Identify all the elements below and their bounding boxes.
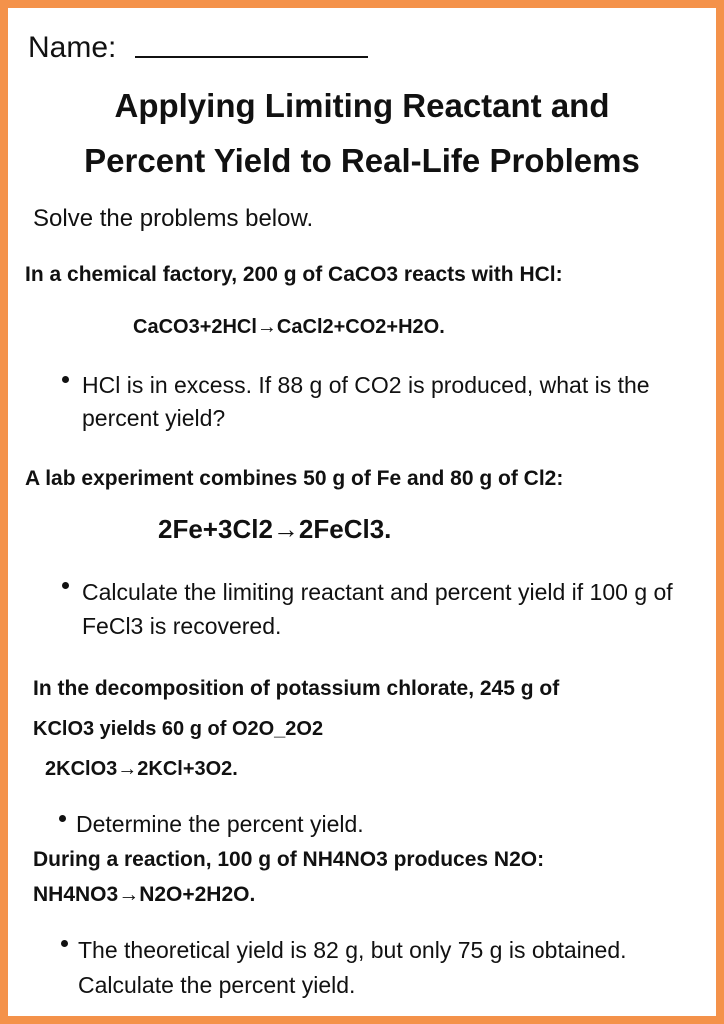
bullet-dot bbox=[61, 940, 68, 947]
title-line: Percent Yield to Real-Life Problems bbox=[84, 142, 640, 179]
bullet-text: The theoretical yield is 82 g, but only … bbox=[78, 937, 627, 998]
instruction: Solve the problems below. bbox=[33, 205, 314, 232]
bullet-dot bbox=[59, 815, 66, 822]
equation: 2KClO3→2KCl+3O2. bbox=[45, 758, 238, 780]
equation: 2Fe+3Cl2→2FeCl3. bbox=[158, 514, 392, 544]
bullet-dot bbox=[62, 582, 69, 589]
problem-statement: In a chemical factory, 200 g of CaCO3 re… bbox=[25, 263, 563, 286]
equation: NH4NO3→N2O+2H2O. bbox=[33, 883, 256, 906]
name-label: Name: bbox=[28, 31, 117, 64]
bullet-text: HCl is in excess. If 88 g of CO2 is prod… bbox=[82, 372, 650, 431]
name-line bbox=[135, 56, 368, 58]
bullet-text: Determine the percent yield. bbox=[76, 811, 364, 837]
equation: CaCO3+2HCl→CaCl2+CO2+H2O. bbox=[133, 316, 445, 338]
bullet-text: Calculate the limiting reactant and perc… bbox=[82, 579, 673, 639]
problem-statement: KClO3 yields 60 g of O2O_2O2 bbox=[33, 718, 324, 740]
problem-statement: During a reaction, 100 g of NH4NO3 produ… bbox=[33, 848, 545, 871]
problem-statement: In the decomposition of potassium chlora… bbox=[33, 677, 560, 700]
bullet-dot bbox=[62, 376, 69, 383]
problem-statement: A lab experiment combines 50 g of Fe and… bbox=[25, 467, 564, 490]
title-line: Applying Limiting Reactant and bbox=[114, 87, 610, 124]
